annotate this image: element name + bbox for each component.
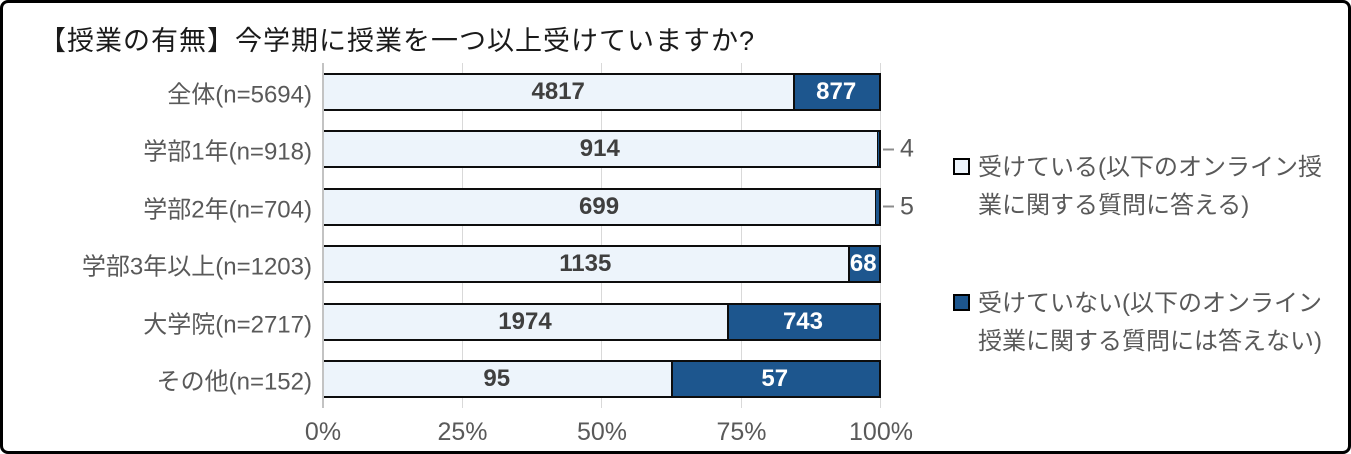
segment-dark — [847, 247, 879, 282]
value-label-light: 914 — [579, 135, 620, 163]
gridline — [601, 63, 602, 408]
value-label-dark: 877 — [816, 77, 857, 105]
gridline — [740, 63, 742, 408]
category-label: 学部3年以上(n=1203) — [81, 253, 312, 281]
bar-rows: 全体(n=5694) 4817 877 学部1年(n=918) 914 4 学部2年(n=7… — [82, 63, 914, 409]
bar-track: 1974 743 — [323, 302, 881, 341]
value-label-dark: 68 — [849, 250, 877, 278]
value-label-light: 4817 — [531, 77, 585, 105]
outside-value-label: 4 — [883, 135, 914, 164]
bar-row: 大学院(n=2717) 1974 743 — [143, 293, 881, 351]
outside-value-label: 5 — [883, 192, 914, 221]
value-label-light: 1974 — [498, 307, 552, 335]
x-tick-label: 75% — [716, 418, 767, 446]
segment-dark — [726, 304, 879, 339]
category-label: 学部1年(n=918) — [143, 138, 312, 166]
value-label-light: 1135 — [559, 250, 612, 278]
category-label: 学部2年(n=704) — [143, 196, 312, 224]
value-label-dark: 5 — [900, 192, 914, 221]
x-tick-label: 0% — [304, 418, 342, 446]
gridline — [461, 63, 463, 408]
plot-area: 全体(n=5694) 4817 877 学部1年(n=918) 914 4 学部2年(n=7… — [82, 63, 914, 409]
y-axis-line — [322, 63, 324, 408]
legend-item: 受けていない(以下のオンライン授業に関する質問には答えない) — [953, 285, 1345, 361]
segment-dark — [670, 362, 879, 397]
bar-track: 95 57 — [323, 360, 881, 399]
segment-dark — [793, 74, 879, 109]
category-label: その他(n=152) — [156, 368, 312, 396]
bar-row: 学部3年以上(n=1203) 1135 68 — [82, 236, 881, 294]
value-label-dark: 743 — [782, 307, 823, 335]
category-label: 全体(n=5694) — [167, 81, 312, 109]
legend-label: 受けている(以下のオンライン授業に関する質問に答える) — [978, 154, 1322, 219]
segment-dark — [876, 132, 879, 167]
legend: 受けている(以下のオンライン授業に関する質問に答える) 受けていない(以下のオン… — [953, 149, 1345, 421]
legend-item: 受けている(以下のオンライン授業に関する質問に答える) — [953, 149, 1345, 225]
segment-dark — [875, 189, 879, 224]
bar-track: 1135 68 — [323, 245, 881, 284]
bar-row: 全体(n=5694) 4817 877 — [167, 63, 881, 121]
bar-row: 学部1年(n=918) 914 4 — [143, 121, 914, 179]
legend-label: 受けていない(以下のオンライン授業に関する質問には答えない) — [978, 290, 1322, 355]
value-label-dark: 4 — [900, 134, 914, 163]
bar-row: 学部2年(n=704) 699 5 — [143, 178, 914, 236]
value-label-light: 699 — [578, 192, 620, 220]
bar-track: 914 4 — [323, 130, 914, 169]
chart-title: 【授業の有無】今学期に授業を一つ以上受けていますか? — [39, 26, 756, 56]
legend-swatch-dark-icon — [953, 294, 970, 311]
bar-row: その他(n=152) 95 57 — [157, 351, 881, 409]
x-tick-label: 25% — [437, 418, 488, 446]
category-label: 大学院(n=2717) — [143, 311, 312, 339]
x-axis: 0% 25% 50% 75% 100% — [305, 418, 913, 450]
gridline — [880, 63, 881, 408]
legend-swatch-light-icon — [953, 158, 970, 175]
bar-track: 699 5 — [323, 187, 914, 226]
value-label-light: 95 — [483, 365, 511, 393]
x-tick-label: 100% — [849, 418, 913, 446]
x-tick-label: 50% — [576, 418, 628, 446]
value-label-dark: 57 — [761, 365, 789, 393]
bar-track: 4817 877 — [323, 72, 881, 111]
leader-line — [883, 148, 894, 151]
leader-line — [883, 205, 894, 208]
